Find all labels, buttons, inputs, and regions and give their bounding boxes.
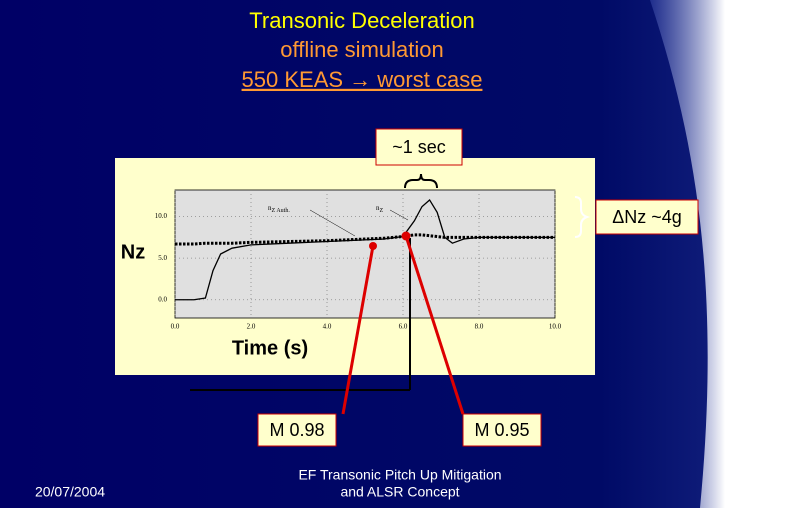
callout-box: [462, 413, 542, 447]
series-line: [175, 198, 555, 301]
footer-title: and ALSR Concept: [340, 484, 459, 500]
leader: [309, 209, 356, 237]
x-tick-label: 2.0: [247, 323, 256, 331]
footer-date: 20/07/2004: [35, 484, 105, 500]
subtitle: offline simulation: [280, 37, 443, 62]
x-tick-label: 8.0: [475, 323, 484, 331]
x-tick-label: 6.0: [399, 323, 408, 331]
brace: [404, 173, 438, 189]
y-tick-label: 10.0: [155, 212, 168, 220]
callout: ΔNz ~4g: [612, 207, 682, 227]
y-tick-label: 5.0: [158, 254, 167, 262]
callout: ~1 sec: [392, 137, 446, 157]
callout-box: [375, 128, 463, 166]
x-tick-label: 4.0: [323, 323, 332, 331]
pointer: [341, 245, 375, 415]
swoosh: [650, 0, 800, 508]
pointer: [404, 235, 465, 415]
annotation: nZ: [376, 204, 384, 214]
leader: [389, 209, 409, 221]
callout-box: [257, 413, 337, 447]
callout: M 0.95: [474, 420, 529, 440]
x-tick-label: 0.0: [171, 323, 180, 331]
x-axis-label: Time (s): [232, 337, 308, 359]
mach-point: [369, 242, 377, 250]
page-number: 3: [761, 484, 769, 500]
title: Transonic Deceleration: [249, 8, 474, 33]
callout: M 0.98: [269, 420, 324, 440]
annotation: nZ Auth.: [268, 204, 290, 214]
footer-title: EF Transonic Pitch Up Mitigation: [298, 467, 501, 483]
y-axis-label: Nz: [121, 241, 145, 263]
case: 550 KEAS → worst case: [242, 67, 483, 92]
callout-box: [595, 199, 699, 235]
x-tick-label: 10.0: [549, 323, 562, 331]
mach-point: [401, 231, 411, 241]
series-line: [175, 233, 555, 246]
y-tick-label: 0.0: [158, 295, 167, 303]
brace: [574, 196, 591, 238]
